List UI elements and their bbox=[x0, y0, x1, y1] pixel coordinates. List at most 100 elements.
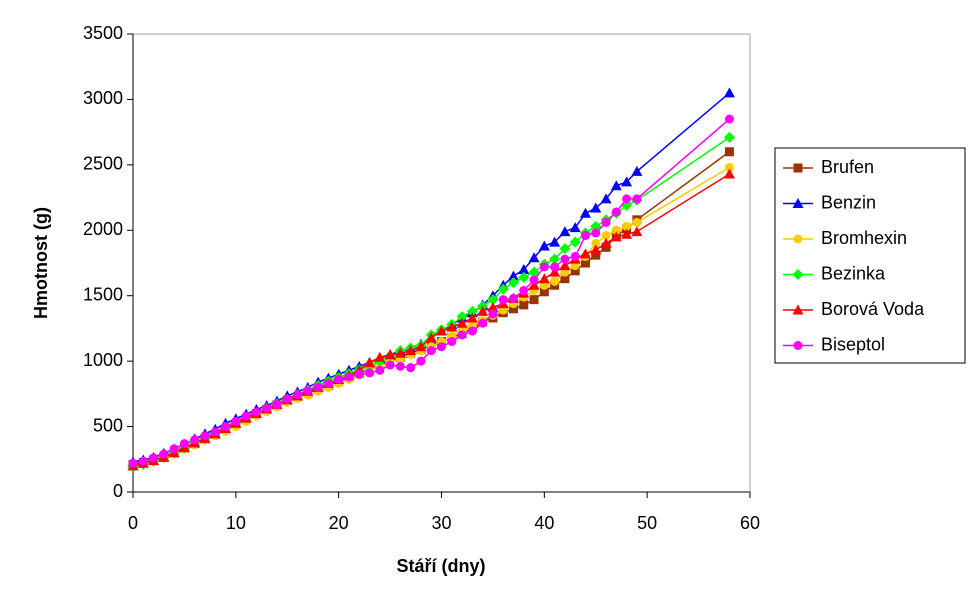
data-point bbox=[405, 345, 417, 356]
data-point bbox=[395, 361, 405, 371]
y-tick-label: 3500 bbox=[83, 23, 123, 43]
data-point bbox=[528, 279, 540, 290]
data-point bbox=[528, 252, 540, 263]
data-point bbox=[610, 231, 622, 242]
data-point bbox=[436, 325, 447, 336]
data-point bbox=[580, 231, 590, 241]
data-point bbox=[467, 326, 477, 336]
data-point bbox=[262, 403, 272, 413]
data-point bbox=[282, 394, 292, 404]
data-point bbox=[723, 168, 735, 179]
data-point bbox=[621, 228, 633, 239]
data-point bbox=[477, 305, 489, 316]
data-point bbox=[611, 225, 621, 235]
data-point bbox=[611, 207, 621, 217]
legend-marker bbox=[793, 234, 803, 244]
data-point bbox=[622, 194, 632, 204]
data-point bbox=[519, 285, 529, 295]
data-point bbox=[632, 194, 642, 204]
y-tick-label: 3000 bbox=[83, 88, 123, 108]
legend-marker bbox=[793, 163, 803, 173]
data-point bbox=[498, 295, 508, 305]
data-point bbox=[251, 407, 261, 417]
y-tick-label: 1500 bbox=[83, 284, 123, 304]
data-point bbox=[138, 456, 148, 466]
data-point bbox=[569, 236, 581, 248]
y-tick-label: 2500 bbox=[83, 154, 123, 174]
data-point bbox=[354, 369, 364, 379]
x-tick-label: 40 bbox=[534, 513, 554, 533]
data-point bbox=[621, 176, 633, 187]
data-point bbox=[374, 351, 386, 362]
data-point bbox=[447, 337, 457, 347]
data-point bbox=[631, 226, 643, 237]
data-point bbox=[497, 283, 509, 295]
data-point bbox=[508, 304, 518, 314]
data-point bbox=[487, 294, 499, 306]
data-point bbox=[528, 266, 540, 278]
x-tick-label: 10 bbox=[226, 513, 246, 533]
data-point bbox=[385, 360, 395, 370]
data-point bbox=[539, 287, 549, 297]
data-point bbox=[550, 262, 560, 272]
data-point bbox=[539, 262, 549, 272]
legend-box bbox=[774, 147, 966, 364]
data-point bbox=[466, 312, 478, 323]
data-point bbox=[149, 453, 159, 463]
data-point bbox=[591, 228, 601, 238]
data-point bbox=[550, 276, 560, 286]
data-point bbox=[570, 251, 580, 261]
data-point bbox=[478, 318, 488, 328]
x-tick-label: 50 bbox=[637, 513, 657, 533]
data-point bbox=[384, 349, 396, 360]
data-point bbox=[724, 162, 734, 172]
legend-marker bbox=[793, 341, 803, 350]
data-point bbox=[622, 221, 632, 231]
data-point bbox=[323, 378, 333, 388]
data-point bbox=[723, 87, 735, 98]
data-point bbox=[600, 193, 612, 204]
data-point bbox=[446, 321, 458, 332]
data-point bbox=[560, 274, 570, 284]
data-point bbox=[406, 363, 416, 373]
data-point bbox=[631, 165, 643, 176]
data-point bbox=[334, 374, 344, 384]
data-point bbox=[559, 226, 571, 237]
data-point bbox=[508, 293, 518, 303]
data-point bbox=[179, 439, 189, 449]
data-point bbox=[293, 390, 303, 400]
x-tick-label: 60 bbox=[740, 513, 760, 533]
legend-marker bbox=[792, 304, 804, 315]
legend-label: Borová Voda bbox=[821, 299, 925, 319]
data-point bbox=[159, 449, 169, 459]
data-point bbox=[529, 295, 539, 305]
data-point bbox=[610, 180, 622, 191]
data-point bbox=[529, 275, 539, 285]
data-point bbox=[538, 273, 550, 284]
x-axis-title: Stáří (dny) bbox=[396, 556, 485, 576]
data-point bbox=[365, 368, 375, 378]
data-point bbox=[518, 271, 530, 283]
y-axis-title: Hmotnost (g) bbox=[31, 207, 51, 319]
data-point bbox=[456, 311, 468, 323]
data-point bbox=[507, 270, 519, 281]
data-point bbox=[394, 347, 406, 358]
data-point bbox=[590, 244, 602, 255]
data-point bbox=[507, 277, 519, 289]
legend-marker bbox=[792, 269, 804, 280]
data-point bbox=[591, 238, 601, 248]
data-point bbox=[549, 266, 561, 277]
data-point bbox=[600, 237, 612, 248]
y-tick-label: 1000 bbox=[83, 350, 123, 370]
data-point bbox=[221, 422, 231, 432]
legend-label: Benzin bbox=[821, 192, 876, 212]
data-point bbox=[724, 114, 734, 124]
data-point bbox=[559, 260, 571, 271]
data-point bbox=[425, 332, 437, 343]
data-point bbox=[466, 305, 478, 317]
legend-marker bbox=[792, 198, 804, 208]
data-point bbox=[579, 207, 591, 218]
data-point bbox=[375, 365, 385, 375]
data-point bbox=[724, 147, 734, 157]
